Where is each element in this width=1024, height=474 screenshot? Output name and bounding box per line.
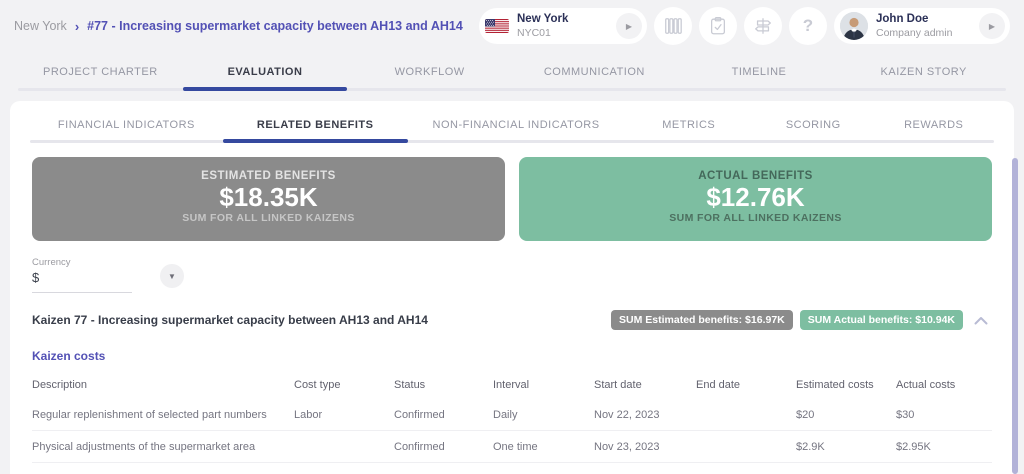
sub-tabs: FINANCIAL INDICATORS RELATED BENEFITS NO… <box>30 101 994 143</box>
col-actual-costs: Actual costs <box>896 379 956 391</box>
tab-kaizen-story[interactable]: KAIZEN STORY <box>880 66 967 78</box>
currency-field[interactable]: Currency $ <box>32 257 132 293</box>
kaizen-section: Kaizen 77 - Increasing supermarket capac… <box>10 309 1014 474</box>
col-description: Description <box>32 379 88 391</box>
cell-interval: Daily <box>493 408 518 421</box>
col-interval: Interval <box>493 379 530 391</box>
location-selector[interactable]: New York NYC01 ▶ <box>479 8 647 44</box>
main-tabs: PROJECT CHARTER EVALUATION WORKFLOW COMM… <box>18 58 1006 91</box>
user-menu[interactable]: John Doe Company admin ▶ <box>834 8 1010 44</box>
actual-benefits-title: ACTUAL BENEFITS <box>698 170 813 182</box>
breadcrumb-current-item: #77 - Increasing supermarket capacity be… <box>87 19 463 33</box>
sum-actual-benefits-badge: SUM Actual benefits: $10.94K <box>799 310 963 330</box>
subtab-related-benefits[interactable]: RELATED BENEFITS <box>222 111 408 143</box>
location-name: New York <box>517 13 569 26</box>
topbar: New York › #77 - Increasing supermarket … <box>0 0 1024 52</box>
play-right-icon: ▶ <box>625 21 633 31</box>
us-flag-icon <box>485 19 509 33</box>
breadcrumb-location[interactable]: New York <box>14 19 67 33</box>
breadcrumb: New York › #77 - Increasing supermarket … <box>14 19 463 34</box>
chevron-down-icon: ▼ <box>168 271 176 281</box>
kaizen-badges: SUM Estimated benefits: $16.97K SUM Actu… <box>611 309 992 331</box>
kaizen-section-header: Kaizen 77 - Increasing supermarket capac… <box>32 309 992 331</box>
subtab-scoring[interactable]: SCORING <box>785 119 841 131</box>
subtab-non-financial-indicators[interactable]: NON-FINANCIAL INDICATORS <box>432 119 600 131</box>
sum-estimated-benefits-badge: SUM Estimated benefits: $16.97K <box>611 310 793 330</box>
col-status: Status <box>394 379 426 391</box>
user-role: Company admin <box>876 26 953 39</box>
cell-actual-costs: $2.95K <box>896 440 931 453</box>
tab-project-charter[interactable]: PROJECT CHARTER <box>43 66 158 78</box>
kaizen-costs-table: Description Cost type Status Interval St… <box>32 371 992 474</box>
cell-start-date: Nov 22, 2023 <box>594 408 660 421</box>
cell-start-date: Nov 23, 2023 <box>594 440 660 453</box>
subtab-financial-indicators[interactable]: FINANCIAL INDICATORS <box>57 119 195 131</box>
location-expand-button[interactable]: ▶ <box>616 13 642 39</box>
topbar-actions: New York NYC01 ▶ <box>479 7 1010 45</box>
actual-benefits-subtitle: SUM FOR ALL LINKED KAIZENS <box>669 212 842 224</box>
library-button[interactable] <box>654 7 692 45</box>
cell-description: Physical adjustments of the supermarket … <box>32 440 256 453</box>
play-right-icon: ▶ <box>988 21 996 31</box>
user-name: John Doe <box>876 13 929 26</box>
table-row[interactable]: Regular replenishment of selected part n… <box>32 399 992 431</box>
currency-value: $ <box>32 270 40 285</box>
cell-status: Confirmed <box>394 408 445 421</box>
location-text: New York NYC01 <box>517 13 568 38</box>
col-end-date: End date <box>696 379 741 391</box>
subtab-rewards[interactable]: REWARDS <box>904 119 964 131</box>
cell-interval: One time <box>493 440 538 453</box>
actual-benefits-value: $12.76K <box>706 182 805 212</box>
col-start-date: Start date <box>594 379 642 391</box>
cell-status: Confirmed <box>394 440 445 453</box>
scrollbar-thumb[interactable] <box>1012 158 1018 474</box>
clipboard-check-button[interactable] <box>699 7 737 45</box>
tab-evaluation[interactable]: EVALUATION <box>182 58 348 91</box>
user-avatar <box>840 12 868 40</box>
benefit-summary-cards: ESTIMATED BENEFITS $18.35K SUM FOR ALL L… <box>32 157 992 241</box>
signpost-button[interactable] <box>744 7 782 45</box>
col-cost-type: Cost type <box>294 379 341 391</box>
cell-estimated-costs: $20 <box>796 408 815 421</box>
content-card: FINANCIAL INDICATORS RELATED BENEFITS NO… <box>10 101 1014 474</box>
help-button[interactable]: ? <box>789 7 827 45</box>
user-expand-button[interactable]: ▶ <box>979 13 1005 39</box>
user-text: John Doe Company admin <box>876 13 952 38</box>
kaizen-title: Kaizen 77 - Increasing supermarket capac… <box>32 313 428 327</box>
cell-cost-type: Labor <box>294 408 323 421</box>
cell-interval: One time <box>493 473 594 474</box>
estimated-benefits-value: $18.35K <box>219 182 318 212</box>
col-estimated-costs: Estimated costs <box>796 379 874 391</box>
chevron-right-icon: › <box>74 18 80 34</box>
currency-label: Currency <box>32 257 71 268</box>
chevron-up-icon <box>974 316 988 324</box>
cell-estimated-costs: $200 <box>796 473 896 474</box>
tab-timeline[interactable]: TIMELINE <box>731 66 787 78</box>
cell-actual-costs: $30 <box>896 408 915 421</box>
estimated-benefits-subtitle: SUM FOR ALL LINKED KAIZENS <box>182 212 355 224</box>
currency-dropdown-button[interactable]: ▼ <box>160 264 184 288</box>
cell-actual-costs: $200 <box>896 473 992 474</box>
actual-benefits-card: ACTUAL BENEFITS $12.76K SUM FOR ALL LINK… <box>519 157 992 241</box>
tab-workflow[interactable]: WORKFLOW <box>394 66 465 78</box>
estimated-benefits-title: ESTIMATED BENEFITS <box>201 170 336 182</box>
question-mark-icon: ? <box>802 16 814 35</box>
collapse-section-button[interactable] <box>970 309 992 331</box>
table-row[interactable]: Physical adjustments of the supermarket … <box>32 431 992 463</box>
cell-description: Regular replenishment of selected part n… <box>32 408 267 421</box>
table-header-row: Description Cost type Status Interval St… <box>32 371 992 399</box>
cell-start-date: Nov 27, 2023 <box>594 473 696 474</box>
currency-row: Currency $ ▼ <box>32 257 992 295</box>
subtab-metrics[interactable]: METRICS <box>662 119 716 131</box>
tab-communication[interactable]: COMMUNICATION <box>543 66 645 78</box>
kaizen-costs-link[interactable]: Kaizen costs <box>32 349 106 363</box>
table-row[interactable]: Relocation of the part numbers in the wa… <box>32 463 992 474</box>
cell-description: Relocation of the part numbers in the wa… <box>32 473 294 474</box>
estimated-benefits-card: ESTIMATED BENEFITS $18.35K SUM FOR ALL L… <box>32 157 505 241</box>
location-code: NYC01 <box>517 26 551 39</box>
cell-status: Confirmed <box>394 473 493 474</box>
cell-estimated-costs: $2.9K <box>796 440 825 453</box>
